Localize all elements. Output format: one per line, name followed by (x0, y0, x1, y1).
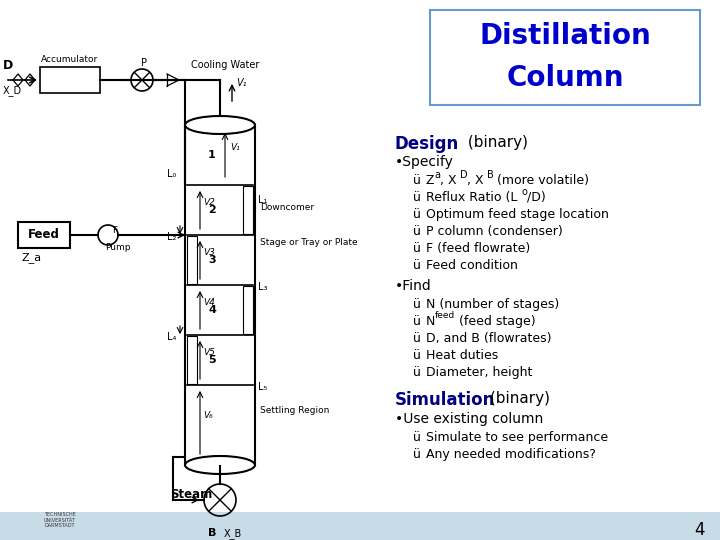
Text: X_D: X_D (3, 85, 22, 96)
Text: Accumulator: Accumulator (41, 55, 99, 64)
Text: V₁: V₁ (230, 143, 240, 152)
Text: D: D (460, 170, 467, 180)
Text: 4: 4 (208, 305, 216, 315)
Text: Settling Region: Settling Region (260, 406, 329, 415)
Text: ü: ü (413, 448, 421, 461)
Text: Optimum feed stage location: Optimum feed stage location (426, 208, 609, 221)
Text: •Specify: •Specify (395, 155, 454, 169)
Text: Cooling Water: Cooling Water (191, 60, 259, 70)
Text: B: B (208, 528, 217, 538)
Polygon shape (13, 74, 23, 86)
Ellipse shape (185, 456, 255, 474)
Text: (more volatile): (more volatile) (493, 174, 589, 187)
Text: (binary): (binary) (485, 391, 550, 406)
Text: Any needed modifications?: Any needed modifications? (426, 448, 596, 461)
Text: ü: ü (413, 349, 421, 362)
Text: Simulation: Simulation (395, 391, 495, 409)
Text: ü: ü (413, 242, 421, 255)
Text: 4: 4 (695, 521, 705, 539)
Text: 5: 5 (208, 355, 216, 365)
Text: Steam: Steam (170, 488, 212, 501)
Text: Diameter, height: Diameter, height (426, 366, 532, 379)
Text: D: D (3, 59, 13, 72)
Text: ü: ü (413, 298, 421, 311)
Text: 3: 3 (208, 255, 216, 265)
Ellipse shape (185, 116, 255, 134)
Text: L₅: L₅ (258, 382, 267, 392)
Text: •Use existing column: •Use existing column (395, 412, 544, 426)
Text: N: N (426, 315, 436, 328)
Text: a: a (434, 170, 440, 180)
Text: Simulate to see performance: Simulate to see performance (426, 431, 608, 444)
Bar (243, 286, 253, 334)
Text: F (feed flowrate): F (feed flowrate) (426, 242, 530, 255)
Text: P: P (141, 58, 147, 68)
Text: L₁: L₁ (258, 195, 267, 205)
Bar (185, 125, 255, 465)
Text: ü: ü (413, 174, 421, 187)
Text: 1: 1 (208, 150, 216, 160)
Bar (430, 10, 700, 105)
Bar (243, 186, 253, 234)
Text: Feed: Feed (28, 228, 60, 241)
Text: Reflux Ratio (L: Reflux Ratio (L (426, 191, 518, 204)
Text: ü: ü (413, 208, 421, 221)
Text: V3: V3 (203, 248, 215, 257)
Text: Z: Z (426, 174, 434, 187)
Text: Heat duties: Heat duties (426, 349, 498, 362)
Text: ü: ü (413, 431, 421, 444)
Text: Downcomer: Downcomer (260, 203, 314, 212)
Text: L₄: L₄ (167, 332, 176, 342)
Text: Column: Column (506, 64, 624, 92)
Text: V2: V2 (203, 198, 215, 207)
Text: ü: ü (413, 315, 421, 328)
Text: ü: ü (413, 225, 421, 238)
Text: Stage or Tray or Plate: Stage or Tray or Plate (260, 238, 358, 247)
Text: TECHNISCHE
UNIVERSITÄT
DARMSTADT: TECHNISCHE UNIVERSITÄT DARMSTADT (44, 512, 76, 528)
Text: V₆: V₆ (203, 410, 212, 420)
Text: , X: , X (440, 174, 456, 187)
Text: Distillation: Distillation (479, 22, 651, 50)
Text: (binary): (binary) (463, 135, 528, 150)
Text: ü: ü (413, 259, 421, 272)
Text: •Find: •Find (395, 279, 432, 293)
Text: ü: ü (413, 332, 421, 345)
Text: (feed stage): (feed stage) (455, 315, 536, 328)
Text: Pump: Pump (105, 243, 130, 252)
Bar (0, 512, 720, 540)
Text: /D): /D) (527, 191, 546, 204)
Text: N (number of stages): N (number of stages) (426, 298, 559, 311)
Text: Design: Design (395, 135, 459, 153)
Text: , X: , X (467, 174, 484, 187)
Text: Z_a: Z_a (21, 252, 41, 263)
Polygon shape (25, 74, 35, 86)
Text: ü: ü (413, 366, 421, 379)
Text: X_B: X_B (224, 528, 242, 539)
Bar (187, 236, 197, 284)
Bar (40, 67, 100, 93)
Bar (18, 222, 70, 248)
Text: V5: V5 (203, 348, 215, 357)
Text: o: o (521, 187, 527, 197)
Text: V₁: V₁ (236, 78, 246, 88)
Text: L₃: L₃ (258, 282, 268, 292)
Text: Feed condition: Feed condition (426, 259, 518, 272)
Bar (187, 336, 197, 384)
Text: V4: V4 (203, 298, 215, 307)
Text: B: B (487, 170, 494, 180)
Text: F: F (112, 226, 117, 235)
Text: 2: 2 (208, 205, 216, 215)
Text: P column (condenser): P column (condenser) (426, 225, 563, 238)
Text: L₂: L₂ (167, 232, 176, 242)
Text: ü: ü (413, 191, 421, 204)
Text: D, and B (flowrates): D, and B (flowrates) (426, 332, 552, 345)
Text: feed: feed (435, 311, 455, 320)
Text: L₀: L₀ (167, 169, 176, 179)
